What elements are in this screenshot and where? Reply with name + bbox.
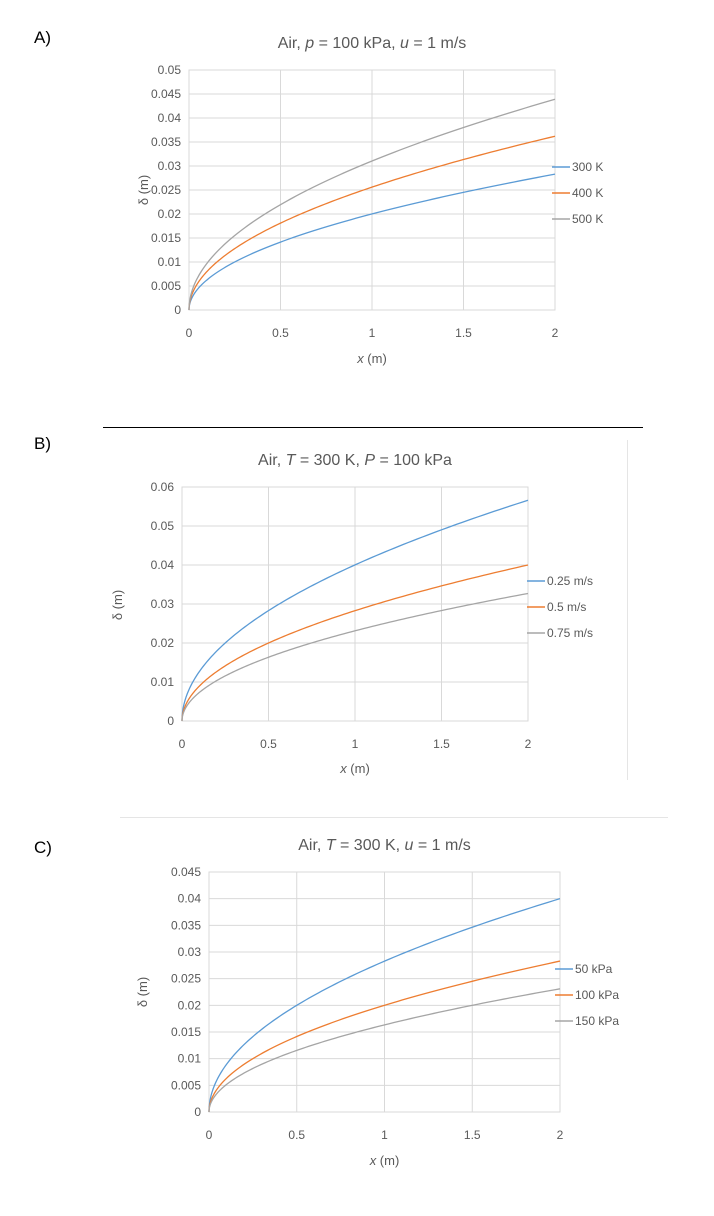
series-line-2 xyxy=(208,960,561,1113)
y-tick-label: 0.025 xyxy=(171,972,201,986)
x-tick-label: 2 xyxy=(557,1128,564,1142)
legend-label: 500 K xyxy=(572,212,603,226)
y-tick-label: 0.015 xyxy=(171,1025,201,1039)
legend-label: 400 K xyxy=(572,186,603,200)
x-tick-label: 1 xyxy=(369,326,376,340)
y-tick-label: 0.02 xyxy=(178,998,202,1012)
series-line-3 xyxy=(208,988,561,1113)
y-tick-label: 0 xyxy=(194,1105,201,1119)
chart-title: Air, T = 300 K, P = 100 kPa xyxy=(258,452,452,469)
y-tick-label: 0.015 xyxy=(151,231,181,245)
chart-a: Air, p = 100 kPa, u = 1 m/s 0 0.005 0.01 0.0… xyxy=(136,35,603,366)
y-tick-label: 0.005 xyxy=(151,279,181,293)
x-axis-label: x (m) xyxy=(339,761,370,776)
y-tick-label: 0.005 xyxy=(171,1078,201,1092)
y-tick-label: 0.04 xyxy=(151,558,175,572)
y-tick-label: 0.045 xyxy=(171,865,201,879)
chart-b: Air, T = 300 K, P = 100 kPa 0 0.01 0.02 0.03… xyxy=(110,452,593,776)
panel-label-b: B) xyxy=(34,434,51,453)
legend-label: 100 kPa xyxy=(575,988,619,1002)
divider-line-vertical xyxy=(627,440,628,780)
divider-line xyxy=(103,427,643,428)
panel-label-c: C) xyxy=(34,838,52,857)
series-line-1 xyxy=(208,898,561,1113)
y-axis-label: δ (m) xyxy=(135,977,150,1007)
x-tick-label: 2 xyxy=(552,326,559,340)
y-tick-label: 0.02 xyxy=(158,207,182,221)
x-tick-label: 0 xyxy=(206,1128,213,1142)
plot-area xyxy=(181,486,529,722)
x-tick-label: 1.5 xyxy=(433,737,450,751)
series-line-3 xyxy=(181,592,529,722)
y-tick-label: 0.05 xyxy=(158,63,182,77)
y-tick-label: 0.035 xyxy=(171,918,201,932)
legend-label: 300 K xyxy=(572,160,603,174)
series-line-2 xyxy=(188,135,556,311)
legend-label: 50 kPa xyxy=(575,962,613,976)
chart-title: Air, T = 300 K, u = 1 m/s xyxy=(298,837,471,854)
series-line-2 xyxy=(181,564,529,722)
y-tick-label: 0.025 xyxy=(151,183,181,197)
x-tick-label: 0.5 xyxy=(288,1128,305,1142)
x-tick-label: 1 xyxy=(381,1128,388,1142)
plot-area xyxy=(188,69,556,311)
y-tick-label: 0.02 xyxy=(151,636,175,650)
y-tick-label: 0.035 xyxy=(151,135,181,149)
y-axis-label: δ (m) xyxy=(110,590,125,620)
y-tick-label: 0.01 xyxy=(158,255,182,269)
x-axis-label: x (m) xyxy=(369,1153,400,1168)
x-tick-label: 1.5 xyxy=(455,326,472,340)
y-tick-label: 0.05 xyxy=(151,519,175,533)
x-tick-label: 1 xyxy=(352,737,359,751)
x-tick-label: 0.5 xyxy=(260,737,277,751)
series-line-1 xyxy=(188,173,556,311)
y-tick-label: 0.01 xyxy=(178,1052,202,1066)
legend-label: 0.25 m/s xyxy=(547,574,593,588)
y-tick-label: 0 xyxy=(167,714,174,728)
y-tick-label: 0.04 xyxy=(158,111,182,125)
legend-label: 150 kPa xyxy=(575,1014,619,1028)
y-tick-label: 0.03 xyxy=(178,945,202,959)
y-tick-label: 0.03 xyxy=(151,597,175,611)
plot-area xyxy=(208,871,561,1113)
y-axis-label: δ (m) xyxy=(136,175,151,205)
series-line-1 xyxy=(181,499,529,722)
x-tick-label: 1.5 xyxy=(464,1128,481,1142)
divider-line-light xyxy=(120,817,668,818)
y-tick-label: 0.01 xyxy=(151,675,175,689)
x-axis-label: x (m) xyxy=(356,351,387,366)
x-tick-label: 2 xyxy=(525,737,532,751)
y-tick-label: 0 xyxy=(174,303,181,317)
x-tick-label: 0 xyxy=(186,326,193,340)
y-tick-label: 0.045 xyxy=(151,87,181,101)
legend-label: 0.75 m/s xyxy=(547,626,593,640)
panel-label-a: A) xyxy=(34,28,51,47)
y-tick-label: 0.04 xyxy=(178,892,202,906)
chart-c: Air, T = 300 K, u = 1 m/s 0 0.005 0.01 0.015… xyxy=(135,837,619,1168)
x-tick-label: 0 xyxy=(179,737,186,751)
legend-label: 0.5 m/s xyxy=(547,600,586,614)
series-line-3 xyxy=(188,98,556,311)
chart-title: Air, p = 100 kPa, u = 1 m/s xyxy=(278,35,467,52)
y-tick-label: 0.06 xyxy=(151,480,175,494)
x-tick-label: 0.5 xyxy=(272,326,289,340)
y-tick-label: 0.03 xyxy=(158,159,182,173)
